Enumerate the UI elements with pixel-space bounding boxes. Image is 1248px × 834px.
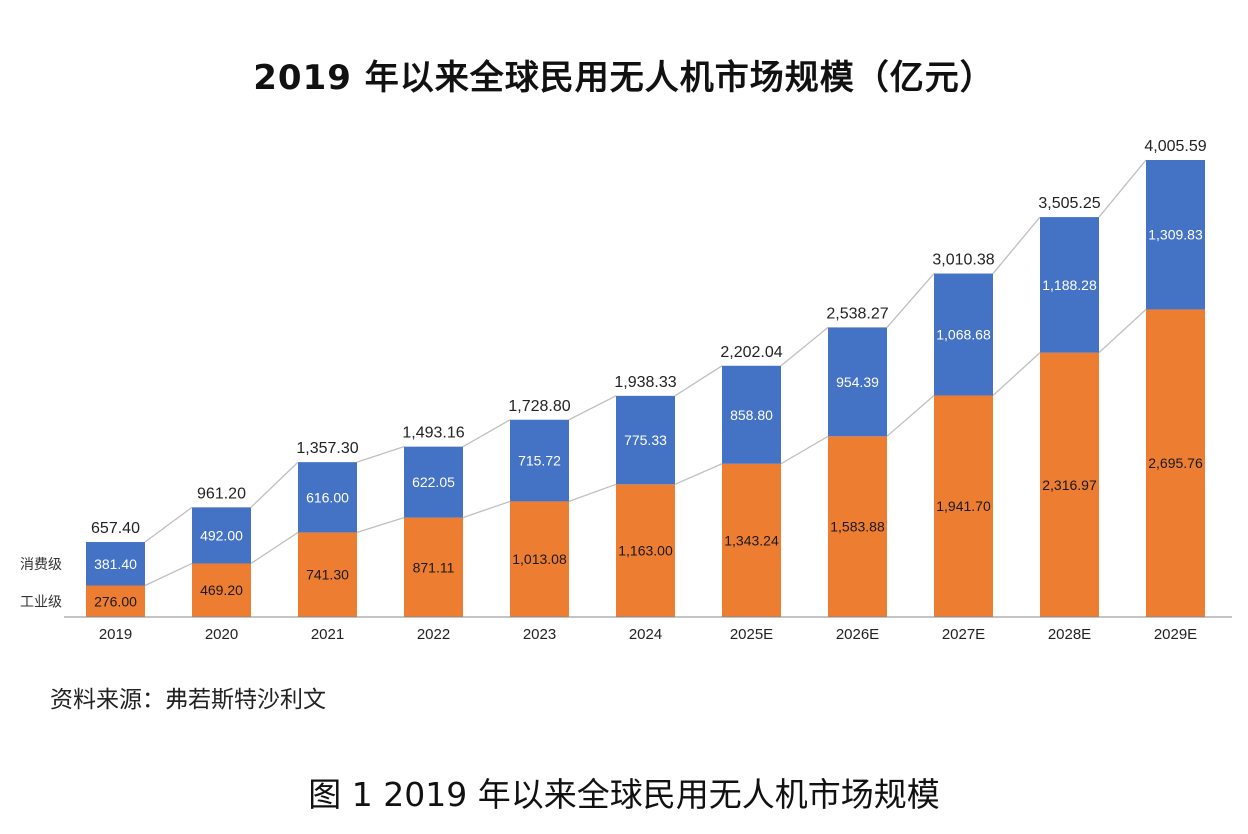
connector-line-total <box>674 365 723 397</box>
x-tick-label: 2026E <box>836 626 879 643</box>
bar-consumer <box>510 419 569 502</box>
data-label-industrial: 1,163.00 <box>618 543 673 559</box>
data-label-consumer: 1,068.68 <box>936 327 991 343</box>
data-label-industrial: 1,343.24 <box>724 532 779 548</box>
data-label-consumer: 715.72 <box>518 453 561 469</box>
bar-consumer <box>1146 160 1205 310</box>
data-label-total: 3,010.38 <box>932 252 994 269</box>
data-label-consumer: 775.33 <box>624 432 667 448</box>
x-tick-label: 2022 <box>417 626 450 643</box>
data-label-industrial: 1,941.70 <box>936 498 991 514</box>
bar-consumer <box>828 327 887 437</box>
data-label-industrial: 469.20 <box>200 582 243 598</box>
x-tick-label: 2024 <box>629 626 662 643</box>
data-label-consumer: 492.00 <box>200 527 243 543</box>
data-label-total: 1,728.80 <box>508 398 570 415</box>
connector-line-total <box>356 446 405 463</box>
figure-caption: 图 1 2019 年以来全球民用无人机市场规模 <box>308 775 940 814</box>
bar-consumer <box>934 273 993 396</box>
bar-industrial <box>934 395 993 617</box>
connector-line-total <box>462 419 511 448</box>
data-label-total: 4,005.59 <box>1144 138 1206 155</box>
x-tick-label: 2028E <box>1048 626 1091 643</box>
bar-industrial <box>404 517 463 617</box>
x-tick-label: 2023 <box>523 626 556 643</box>
data-label-total: 961.20 <box>197 485 246 502</box>
data-label-industrial: 741.30 <box>306 567 349 583</box>
connector-line-total <box>992 216 1041 274</box>
source-note: 资料来源：弗若斯特沙利文 <box>50 687 326 713</box>
connector-line-industrial <box>1098 308 1147 354</box>
connector-line-total <box>886 273 935 328</box>
data-label-consumer: 1,309.83 <box>1148 227 1203 243</box>
bar-industrial <box>616 484 675 617</box>
data-label-total: 657.40 <box>91 520 140 537</box>
data-label-total: 2,202.04 <box>720 344 782 361</box>
connector-line-industrial <box>886 394 935 437</box>
data-label-consumer: 616.00 <box>306 489 349 505</box>
data-label-industrial: 2,316.97 <box>1042 477 1097 493</box>
connector-line-industrial <box>992 352 1041 396</box>
connector-line-total <box>780 326 829 367</box>
data-label-industrial: 1,583.88 <box>830 519 885 535</box>
bar-industrial <box>298 532 357 617</box>
x-tick-label: 2025E <box>730 626 773 643</box>
data-label-industrial: 871.11 <box>413 559 455 575</box>
connector-line-total <box>144 506 193 543</box>
data-label-consumer: 381.40 <box>94 556 137 572</box>
connector-line-industrial <box>568 483 617 503</box>
connector-line-industrial <box>462 500 511 519</box>
chart-title: 2019 年以来全球民用无人机市场规模（亿元） <box>253 58 995 98</box>
x-tick-label: 2029E <box>1154 626 1197 643</box>
legend-consumer: 消费级 <box>20 557 62 573</box>
bar-consumer <box>298 462 357 533</box>
data-label-industrial: 276.00 <box>94 593 137 609</box>
data-label-total: 3,505.25 <box>1038 195 1100 212</box>
connector-line-total <box>568 395 617 421</box>
connector-line-industrial <box>356 516 405 534</box>
bar-consumer <box>192 507 251 564</box>
connector-line-industrial <box>780 435 829 465</box>
data-label-total: 1,938.33 <box>614 374 676 391</box>
bar-consumer <box>86 541 145 586</box>
bar-consumer <box>404 446 463 518</box>
connector-line-industrial <box>250 531 299 565</box>
bar-consumer <box>616 395 675 485</box>
x-tick-label: 2027E <box>942 626 985 643</box>
bar-consumer <box>1040 217 1099 353</box>
data-label-consumer: 1,188.28 <box>1042 277 1097 293</box>
bar-industrial <box>1146 309 1205 617</box>
data-label-consumer: 622.05 <box>412 474 455 490</box>
bar-industrial <box>192 563 251 617</box>
bar-industrial <box>722 463 781 617</box>
bar-industrial <box>510 501 569 617</box>
legend-industrial: 工业级 <box>20 594 62 610</box>
data-label-total: 2,538.27 <box>826 305 888 322</box>
connector-line-total <box>1098 159 1147 218</box>
data-label-industrial: 2,695.76 <box>1148 455 1203 471</box>
x-tick-label: 2020 <box>205 626 238 643</box>
bar-industrial <box>1040 352 1099 617</box>
data-label-total: 1,493.16 <box>402 425 464 442</box>
data-label-total: 1,357.30 <box>296 440 358 457</box>
x-tick-label: 2021 <box>311 626 344 643</box>
x-tick-label: 2019 <box>99 626 132 643</box>
connector-line-total <box>250 461 299 508</box>
data-label-consumer: 858.80 <box>730 407 773 423</box>
connector-line-industrial <box>674 463 723 485</box>
data-label-consumer: 954.39 <box>836 374 879 390</box>
bar-consumer <box>722 365 781 464</box>
data-label-industrial: 1,013.08 <box>512 551 567 567</box>
connector-line-industrial <box>144 562 193 587</box>
bar-industrial <box>828 436 887 617</box>
bar-industrial <box>86 585 145 617</box>
